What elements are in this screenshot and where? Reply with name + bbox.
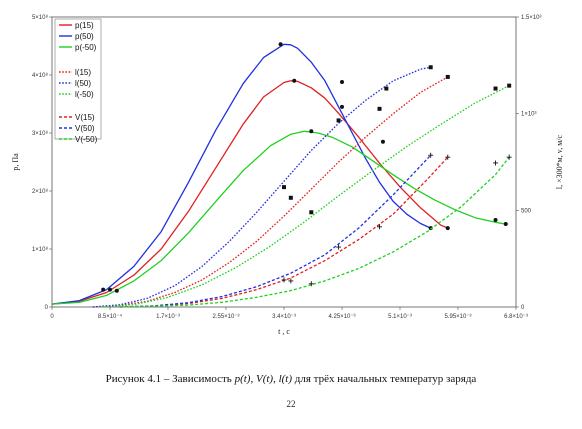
data-point	[428, 65, 433, 70]
data-point	[380, 139, 385, 144]
legend-label: V(50)	[75, 124, 95, 133]
plot-frame	[51, 16, 517, 308]
y-left-tick-label: 3×10⁸	[32, 130, 49, 137]
x-tick-label: 0	[50, 314, 54, 320]
data-point	[340, 79, 344, 84]
data-point	[445, 74, 450, 79]
x-tick-label: 3.4×10⁻³	[272, 314, 296, 320]
data-point	[377, 106, 382, 111]
data-point	[336, 118, 341, 123]
data-point	[108, 287, 112, 292]
data-point	[493, 160, 499, 166]
data-point	[507, 83, 512, 88]
x-tick-label: 2.55×10⁻³	[212, 314, 239, 320]
data-point	[377, 224, 383, 230]
y-left-tick-label: 2×10⁸	[32, 188, 49, 195]
data-point	[336, 244, 342, 250]
data-point	[493, 86, 498, 91]
caption-l-fn: l(t)	[278, 373, 293, 385]
data-point	[493, 218, 498, 222]
data-point	[292, 78, 297, 83]
data-point	[384, 86, 389, 91]
legend-label: p(50)	[75, 32, 94, 41]
x-tick-label: 5.1×10⁻³	[388, 314, 412, 320]
caption-prefix: Рисунок 4.1 – Зависимость	[105, 373, 235, 385]
legend-label: l(50)	[75, 79, 91, 88]
x-tick-label: 1.7×10⁻³	[156, 314, 180, 320]
x-tick-label: 4.25×10⁻³	[328, 314, 355, 320]
data-point	[445, 226, 450, 231]
y-left-tick-label: 1×10⁸	[32, 246, 49, 253]
caption-sep-2: ,	[273, 373, 279, 385]
y-right-tick-label: 1×10³	[521, 112, 537, 118]
x-tick-label: 8.5×10⁻⁴	[98, 313, 123, 320]
caption-v-fn: V(t)	[255, 373, 274, 385]
legend: p(15) p(50) p(-50) l(15) l(50) l(-50) V(15) V(5…	[54, 18, 102, 144]
x-axis-label: t , c	[278, 327, 290, 336]
data-point	[445, 154, 451, 160]
data-point	[309, 210, 314, 215]
y-left-tick-label: 5×10⁸	[32, 14, 49, 21]
y-left-tick-label: 0	[45, 305, 49, 311]
series-line-v-50	[120, 156, 510, 308]
series-line-p-15	[51, 80, 449, 305]
data-point	[101, 287, 106, 292]
x-tick-label: 5.95×10⁻³	[444, 314, 471, 320]
legend-label: V(15)	[75, 113, 95, 122]
legend-label: l(-50)	[75, 90, 94, 99]
data-point	[428, 152, 434, 158]
series-line-l-50	[92, 66, 431, 308]
data-point	[281, 277, 287, 283]
caption-sep-1: ,	[250, 373, 256, 385]
series-line-v-50	[120, 154, 432, 308]
data-point	[288, 278, 294, 284]
legend-label: p(-50)	[75, 43, 97, 52]
data-point	[506, 154, 512, 160]
page-number: 22	[286, 399, 296, 409]
legend-label: p(15)	[75, 21, 94, 30]
series-line-v-15	[120, 156, 449, 308]
data-point	[278, 42, 283, 47]
y-left-tick-label: 4×10⁸	[32, 72, 49, 79]
y-right-tick-label: 500	[521, 208, 532, 214]
legend-label: l(15)	[75, 68, 91, 77]
data-point	[340, 104, 344, 109]
x-tick-label: 6.8×10⁻³	[504, 314, 528, 320]
series-line-l-15	[92, 76, 449, 308]
data-point	[308, 281, 314, 287]
chart: 0 8.5×10⁻⁴ 1.7×10⁻³ 2.55×10⁻³ 3.4×10⁻³ 4.25×1…	[11, 14, 564, 336]
data-point	[114, 288, 119, 293]
series-line-l-50	[99, 85, 510, 308]
figure-caption: Рисунок 4.1 – Зависимость p(t), V(t), l(…	[0, 373, 582, 385]
y-right-tick-label: 1.5×10³	[521, 15, 542, 21]
y-left-axis-label: p, Па	[11, 153, 20, 171]
data-point	[288, 195, 293, 200]
series-line-p-50	[51, 43, 431, 305]
data-point	[282, 185, 286, 190]
legend-box	[54, 18, 102, 140]
y-right-tick-label: 0	[521, 305, 525, 311]
caption-suffix: для трёх начальных температур заряда	[292, 373, 477, 385]
y-right-axis-label: l, ×300*м, v, м/с	[555, 135, 564, 190]
data-point	[503, 222, 508, 227]
data-point	[309, 129, 314, 134]
legend-label: V(-50)	[75, 135, 98, 144]
caption-p-fn: p(t)	[234, 373, 251, 385]
